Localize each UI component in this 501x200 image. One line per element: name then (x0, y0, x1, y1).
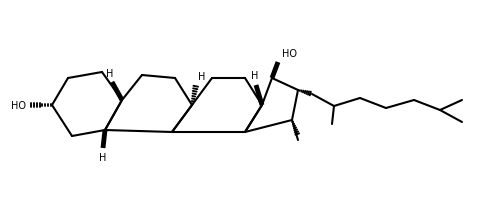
Text: H: H (99, 152, 107, 162)
Text: HO: HO (11, 100, 26, 110)
Text: H: H (106, 69, 113, 79)
Text: H: H (250, 71, 258, 81)
Text: H: H (197, 72, 205, 82)
Text: HO: HO (282, 49, 297, 59)
